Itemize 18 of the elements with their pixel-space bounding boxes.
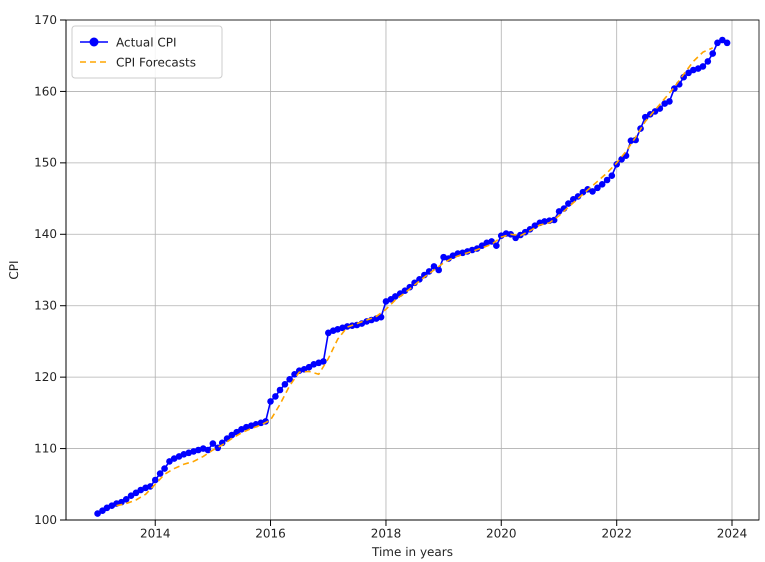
y-tick-label: 140 [34, 227, 57, 242]
x-tick-label: 2016 [255, 526, 286, 541]
x-tick-label: 2020 [486, 526, 517, 541]
x-tick-label: 2014 [140, 526, 171, 541]
x-tick-label: 2022 [601, 526, 632, 541]
x-tick-label: 2018 [370, 526, 402, 541]
y-tick-label: 150 [34, 156, 57, 170]
y-tick-label: 100 [34, 512, 57, 527]
y-tick-label: 120 [34, 370, 57, 384]
legend-label: Actual CPI [116, 36, 177, 50]
y-axis-title: CPI [7, 260, 21, 280]
y-tick-label: 130 [34, 298, 57, 313]
x-tick-label: 2024 [716, 526, 748, 541]
y-tick-label: 110 [34, 441, 57, 456]
x-axis-title: Time in years [371, 545, 453, 559]
y-tick-label: 160 [34, 84, 57, 98]
y-tick-label: 170 [34, 12, 57, 27]
legend-label: CPI Forecasts [116, 56, 196, 70]
